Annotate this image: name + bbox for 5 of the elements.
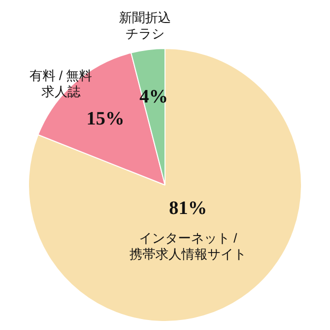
data-label: 81% bbox=[169, 198, 208, 219]
slice-label: インターネット / 携帯求人情報サイト bbox=[130, 230, 247, 262]
data-label: 15% bbox=[86, 108, 124, 130]
slice-label: 有料 / 無料求人誌 bbox=[29, 68, 92, 100]
slice-label: 新聞折込チラシ bbox=[118, 10, 171, 42]
